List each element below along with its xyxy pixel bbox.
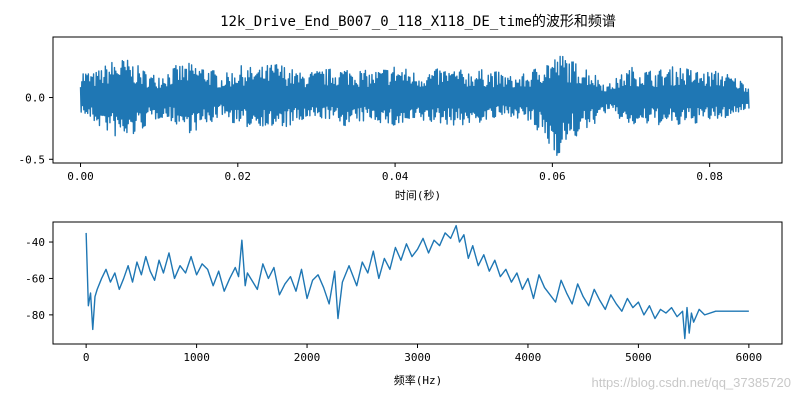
waveform-series	[79, 55, 750, 156]
x-tick-label: 1000	[183, 351, 210, 364]
x-tick-label: 6000	[736, 351, 763, 364]
x-tick-label: 3000	[404, 351, 431, 364]
y-tick-label: -60	[25, 272, 45, 285]
y-tick-label: 0.0	[25, 92, 45, 105]
x-tick-label: 0	[83, 351, 90, 364]
spectrum-x-ticks: 0 1000 2000 3000 4000 5000 6000	[83, 344, 762, 364]
x-tick-label: 5000	[625, 351, 652, 364]
waveform-chart: 0.00 0.02 0.04 0.06 0.08 0.0 -0.5 时间(秒)	[19, 36, 783, 202]
x-tick-label: 0.00	[67, 170, 94, 183]
waveform-axes-frame	[52, 36, 783, 164]
x-tick-label: 0.04	[382, 170, 409, 183]
spectrum-line	[85, 224, 749, 340]
waveform-x-ticks: 0.00 0.02 0.04 0.06 0.08	[67, 163, 723, 183]
x-tick-label: 0.06	[539, 170, 566, 183]
x-tick-label: 0.02	[225, 170, 252, 183]
y-tick-label: -0.5	[19, 153, 46, 166]
x-tick-label: 4000	[515, 351, 542, 364]
spectrum-axes-frame	[52, 221, 783, 345]
x-tick-label: 0.08	[696, 170, 723, 183]
x-tick-label: 2000	[294, 351, 321, 364]
waveform-x-label: 时间(秒)	[395, 188, 441, 202]
figure-title: 12k_Drive_End_B007_0_118_X118_DE_time的波形…	[220, 14, 616, 30]
spectrum-y-ticks: -40 -60 -80	[25, 236, 53, 322]
waveform-line	[79, 55, 750, 156]
y-tick-label: -80	[25, 309, 45, 322]
spectrum-chart: 0 1000 2000 3000 4000 5000 6000 -40 -60 -80 频率(H…	[25, 221, 783, 387]
y-tick-label: -40	[25, 236, 45, 249]
spectrum-x-label: 频率(Hz)	[394, 373, 443, 387]
waveform-y-ticks: 0.0 -0.5	[19, 92, 53, 166]
spectrum-series	[85, 224, 749, 340]
watermark: https://blog.csdn.net/qq_37385720	[592, 375, 792, 390]
